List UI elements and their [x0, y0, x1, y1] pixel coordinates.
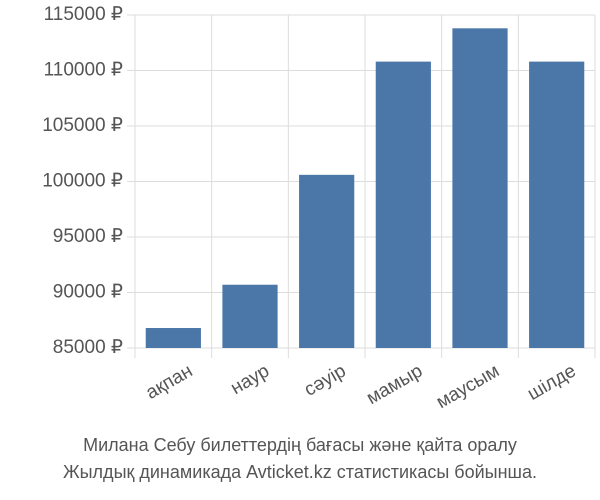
x-tick-label: сәуір	[301, 360, 350, 400]
bar	[222, 284, 278, 348]
bar	[529, 61, 585, 349]
x-tick-label: наур	[227, 360, 273, 399]
y-tick-label: 95000 ₽	[53, 226, 123, 247]
x-tick-label: мамыр	[363, 360, 426, 409]
bar	[452, 28, 508, 348]
y-tick-label: 85000 ₽	[53, 337, 123, 358]
bar	[145, 328, 201, 348]
y-tick-label: 115000 ₽	[44, 4, 123, 25]
y-tick-label: 90000 ₽	[53, 282, 123, 303]
x-tick-label: ақпан	[142, 360, 196, 403]
x-tick-label: шілде	[524, 360, 580, 404]
chart-subtitle: Жылдық динамикада Avticket.kz статистика…	[63, 462, 537, 482]
x-tick-label: маусым	[433, 360, 503, 413]
chart-title: Милана Себу билеттердің бағасы және қайт…	[83, 435, 517, 455]
bar	[299, 174, 355, 348]
y-tick-label: 100000 ₽	[42, 171, 123, 192]
y-tick-label: 105000 ₽	[42, 115, 123, 136]
bar	[375, 61, 431, 349]
y-tick-label: 110000 ₽	[44, 60, 123, 81]
